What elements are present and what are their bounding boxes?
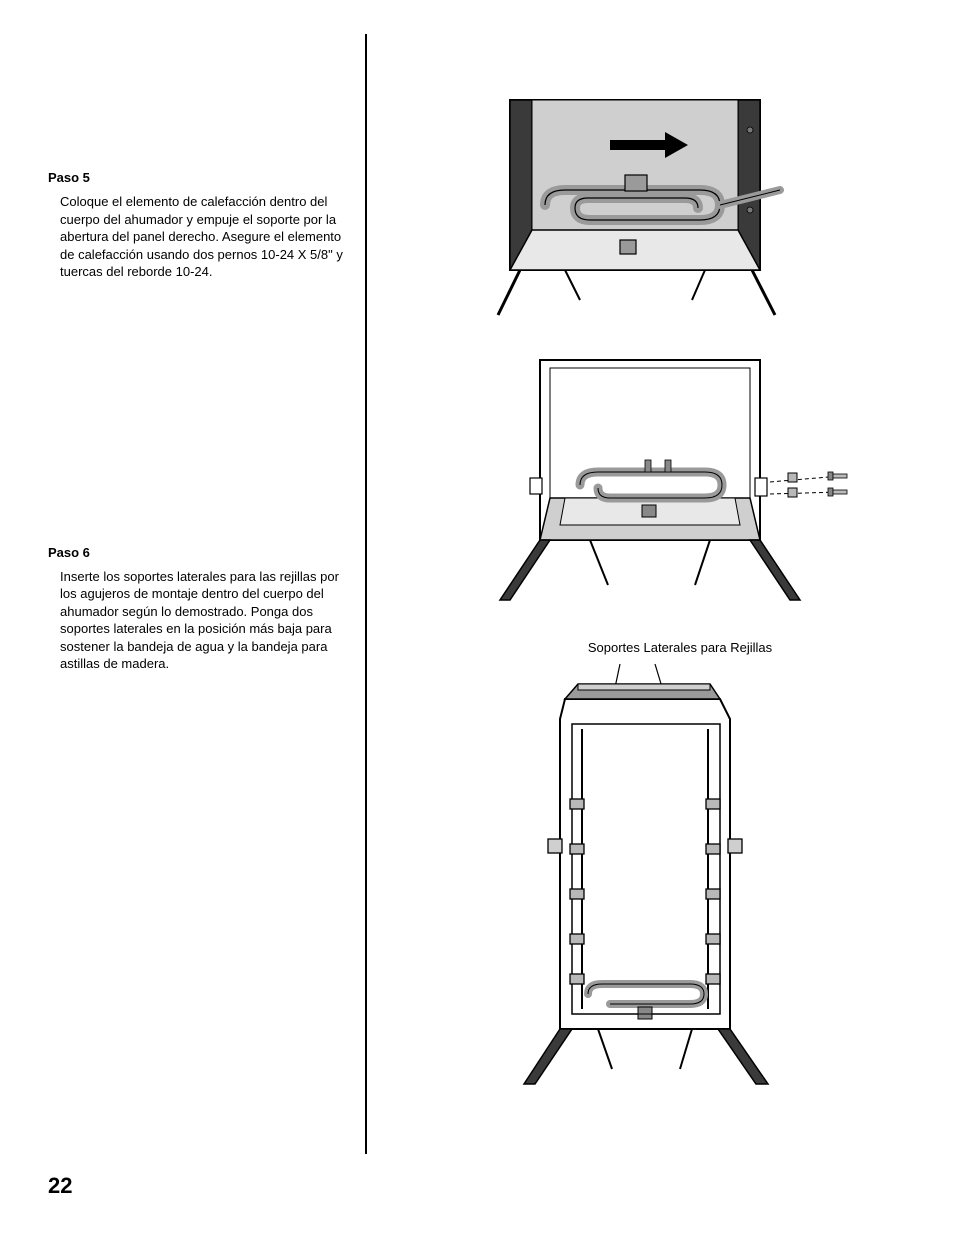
bolt-assembly-icon: [770, 472, 847, 497]
step-5-heading: Paso 5: [48, 170, 348, 185]
step-5: Paso 5 Coloque el elemento de calefacció…: [48, 170, 348, 281]
figure-step5a: [470, 90, 890, 320]
step-6: Paso 6 Inserte los soportes laterales pa…: [48, 545, 348, 673]
step-6-body: Inserte los soportes laterales para las …: [60, 568, 348, 673]
page-number: 22: [48, 1173, 72, 1199]
column-divider: [365, 34, 367, 1154]
left-column: Paso 5 Coloque el elemento de calefacció…: [48, 0, 348, 673]
page: Paso 5 Coloque el elemento de calefacció…: [0, 0, 954, 1235]
step-5-body: Coloque el elemento de calefacción dentr…: [60, 193, 348, 281]
figure-step6-caption: Soportes Laterales para Rejillas: [470, 640, 890, 655]
figure-step5b: [470, 350, 890, 610]
step-6-heading: Paso 6: [48, 545, 348, 560]
right-column: Soportes Laterales para Rejillas: [470, 90, 890, 1119]
figure-step5b-svg: [470, 350, 870, 610]
figure-step6-svg: [470, 659, 830, 1089]
figure-step5a-svg: [470, 90, 830, 320]
figure-step6: Soportes Laterales para Rejillas: [470, 640, 890, 1089]
